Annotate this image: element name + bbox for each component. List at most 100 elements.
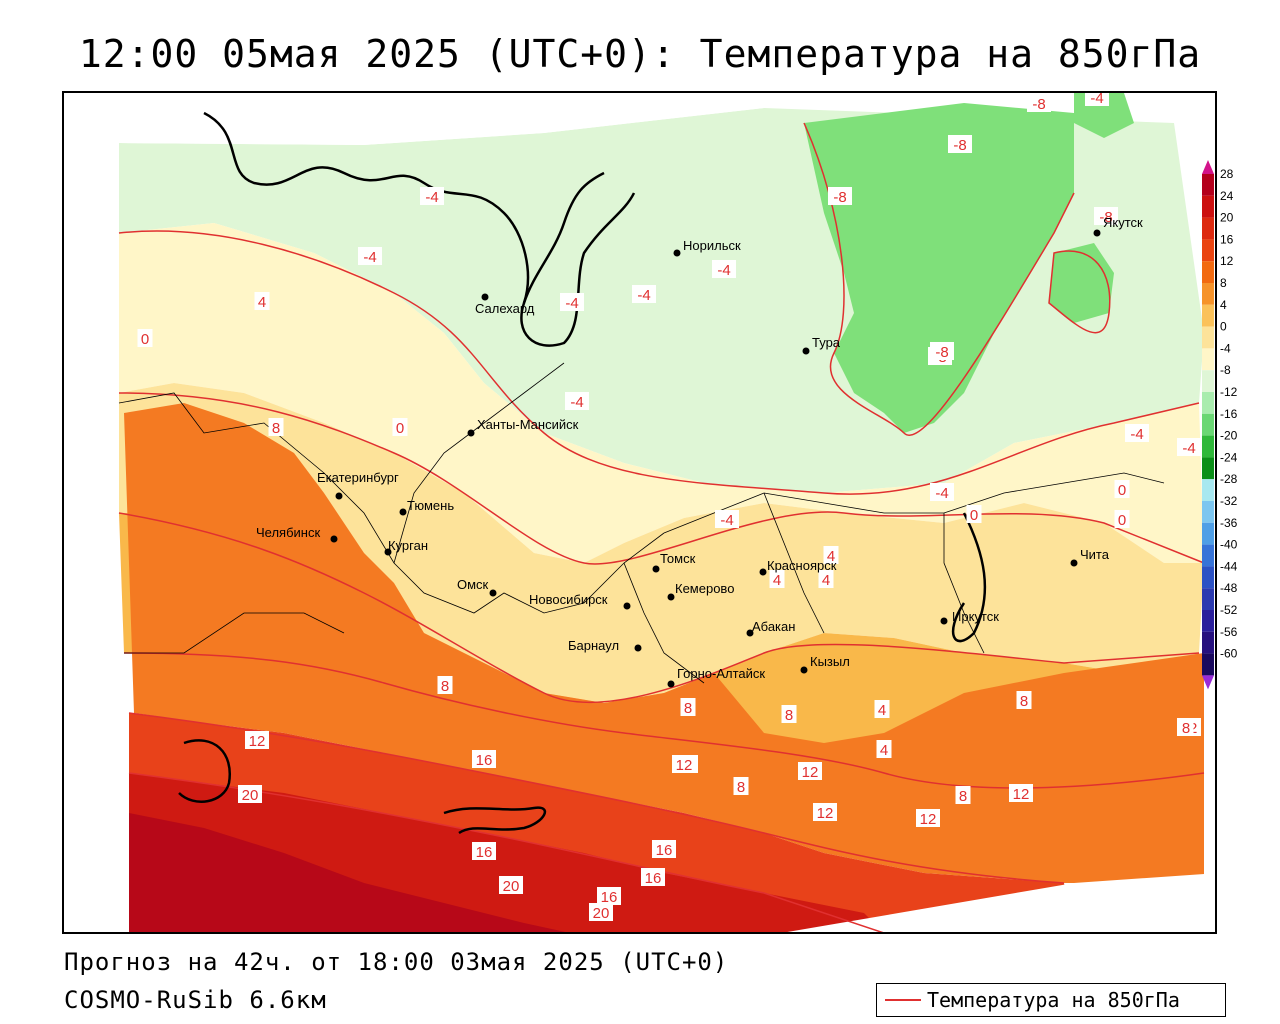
isotherm-label: 4 bbox=[874, 700, 890, 719]
svg-text:0: 0 bbox=[396, 420, 404, 437]
colorbar-tick-label: -12 bbox=[1220, 385, 1238, 399]
svg-text:8: 8 bbox=[1020, 693, 1028, 710]
colorbar-swatch bbox=[1202, 217, 1214, 240]
city-dot bbox=[467, 429, 475, 437]
temperature-fill-zones bbox=[64, 93, 1215, 932]
isotherm-label: 4 bbox=[254, 292, 270, 311]
colorbar-tick-label: -24 bbox=[1220, 450, 1238, 464]
city-dot bbox=[399, 508, 407, 516]
city-label: Омск bbox=[457, 577, 489, 592]
isotherm-label: 0 bbox=[137, 329, 153, 348]
city-dot bbox=[802, 347, 810, 355]
colorbar-swatch bbox=[1202, 392, 1214, 414]
city-dot bbox=[384, 548, 392, 556]
city-label: Красноярск bbox=[767, 558, 837, 573]
svg-text:8: 8 bbox=[272, 420, 280, 437]
isotherm-label: 20 bbox=[238, 785, 262, 804]
svg-text:-4: -4 bbox=[363, 249, 376, 266]
isotherm-label: 12 bbox=[1009, 784, 1033, 803]
isotherm-label: -4 bbox=[560, 293, 584, 312]
svg-text:4: 4 bbox=[878, 702, 886, 719]
city-label: Томск bbox=[660, 551, 696, 566]
svg-text:-8: -8 bbox=[935, 344, 948, 361]
isotherm-label: -4 bbox=[930, 483, 954, 502]
colorbar-tick-label: -44 bbox=[1220, 559, 1238, 573]
svg-text:-4: -4 bbox=[637, 287, 650, 304]
isotherm-label: 8 bbox=[1178, 718, 1194, 737]
svg-text:4: 4 bbox=[822, 572, 830, 589]
svg-text:-4: -4 bbox=[565, 295, 578, 312]
svg-text:-4: -4 bbox=[570, 394, 583, 411]
city-label: Иркутск bbox=[952, 609, 999, 624]
svg-text:12: 12 bbox=[676, 757, 693, 774]
city-dot bbox=[481, 293, 489, 301]
city-dot bbox=[335, 492, 343, 500]
svg-text:16: 16 bbox=[476, 752, 493, 769]
colorbar-swatch bbox=[1202, 566, 1214, 589]
city-dot bbox=[673, 249, 681, 257]
city-dot bbox=[1093, 229, 1101, 237]
isotherm-label: -8 bbox=[828, 187, 852, 206]
colorbar-swatch bbox=[1202, 631, 1214, 654]
svg-text:12: 12 bbox=[802, 764, 819, 781]
colorbar-tick-label: 4 bbox=[1220, 298, 1227, 312]
isotherm-label: 4 bbox=[818, 570, 834, 589]
svg-text:-4: -4 bbox=[935, 485, 948, 502]
svg-text:16: 16 bbox=[601, 889, 618, 906]
isotherm-label: -8 bbox=[930, 342, 954, 361]
svg-text:4: 4 bbox=[827, 548, 835, 565]
outside-domain-top bbox=[119, 93, 764, 145]
zone-plus24 bbox=[129, 813, 566, 932]
isotherm-label: 20 bbox=[589, 903, 613, 922]
isotherm-label: -4 bbox=[358, 247, 382, 266]
svg-text:8: 8 bbox=[785, 707, 793, 724]
svg-text:16: 16 bbox=[656, 842, 673, 859]
zone-plus4 bbox=[119, 383, 1204, 703]
colorbar-swatch bbox=[1202, 348, 1214, 371]
colorbar-tick-label: 24 bbox=[1220, 189, 1234, 203]
isotherm-label: 12 bbox=[245, 731, 269, 750]
isotherm-label: -4 bbox=[715, 510, 739, 529]
isotherm-label: 16 bbox=[652, 840, 676, 859]
city-label: Екатеринбург bbox=[317, 470, 399, 485]
colorbar-swatch bbox=[1202, 435, 1214, 458]
colorbar-swatch bbox=[1202, 501, 1214, 523]
colorbar-tick-label: -60 bbox=[1220, 647, 1238, 661]
colorbar-tick-label: -52 bbox=[1220, 603, 1238, 617]
map-legend: Температура на 850гПа bbox=[876, 983, 1226, 1017]
isotherm-label: -8 bbox=[948, 135, 972, 154]
city-label: Абакан bbox=[752, 619, 795, 634]
svg-text:-8: -8 bbox=[953, 137, 966, 154]
model-info: COSMO-RuSib 6.6км bbox=[64, 986, 327, 1014]
temperature-map: -8 -4 -8 -4 -4 -8 -8 -4 -4 -4 4 0 -4 -8 -4 -4 0 8 -4 0 -4 0 0 4… bbox=[62, 91, 1217, 934]
colorbar-tick-label: -56 bbox=[1220, 625, 1238, 639]
colorbar-swatch bbox=[1202, 174, 1214, 196]
colorbar-swatch bbox=[1202, 283, 1214, 305]
isotherm-label: 0 bbox=[1114, 480, 1130, 499]
isotherm-label: -4 bbox=[420, 187, 444, 206]
city-dot bbox=[330, 535, 338, 543]
svg-text:-4: -4 bbox=[717, 262, 730, 279]
city-dot bbox=[746, 629, 754, 637]
isotherm-labels: -8 -4 -8 -4 -4 -8 -8 -4 -4 -4 4 0 -4 -8 -4 -4 0 8 -4 0 -4 0 0 4… bbox=[137, 93, 1201, 922]
colorbar-tick-label: 8 bbox=[1220, 276, 1227, 290]
colorbar-swatch bbox=[1202, 653, 1214, 676]
svg-text:8: 8 bbox=[959, 788, 967, 805]
city-label: Кызыл bbox=[810, 654, 850, 669]
svg-text:-4: -4 bbox=[1090, 93, 1103, 107]
isotherm-label: 8 bbox=[437, 676, 453, 695]
isotherm-label: -4 bbox=[1125, 424, 1149, 443]
svg-text:20: 20 bbox=[242, 787, 259, 804]
colorbar-tick-label: 16 bbox=[1220, 232, 1234, 246]
isotherm-label: -4 bbox=[565, 392, 589, 411]
city-dot bbox=[623, 602, 631, 610]
colorbar-tick-label: 0 bbox=[1220, 320, 1227, 334]
colorbar-swatch bbox=[1202, 304, 1214, 327]
svg-text:12: 12 bbox=[249, 733, 266, 750]
map-title: 12:00 05мая 2025 (UTC+0): Температура на… bbox=[78, 32, 1202, 76]
svg-text:-8: -8 bbox=[833, 189, 846, 206]
city-dot bbox=[800, 666, 808, 674]
svg-text:20: 20 bbox=[593, 905, 610, 922]
city-label: Чита bbox=[1080, 547, 1110, 562]
city-markers: Норильск Якутск Салехард Тура Ханты-Мансийск… bbox=[256, 215, 1143, 688]
